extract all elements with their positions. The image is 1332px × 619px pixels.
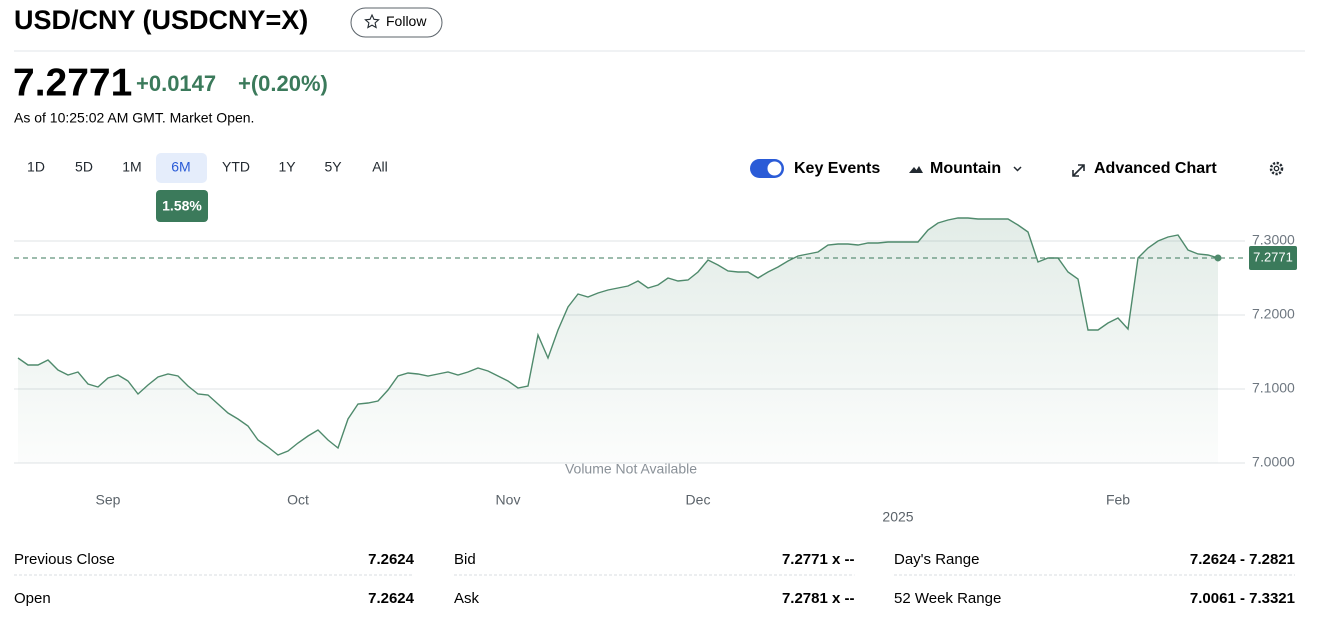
follow-label[interactable]: Follow [386,13,427,29]
price-change: +0.0147 [136,71,216,96]
stat-label: 52 Week Range [894,590,1001,607]
chart-type-select[interactable]: Mountain [930,160,1001,177]
area-fill [18,218,1218,463]
chart-annotation: Volume Not Available [565,461,697,477]
x-tick-label: Sep [96,492,121,508]
range-tab[interactable]: 6M [171,159,190,175]
page-title: USD/CNY (USDCNY=X) [14,5,308,35]
range-tab[interactable]: 1Y [278,159,296,175]
stat-label: Day's Range [894,551,979,568]
advanced-chart-link[interactable]: Advanced Chart [1094,160,1217,177]
range-change: 1.58% [162,198,202,214]
range-tab[interactable]: YTD [222,159,250,175]
key-events-label[interactable]: Key Events [794,160,880,177]
stat-value: 7.2771 x -- [782,551,855,568]
stat-label: Bid [454,551,476,568]
current-price-label: 7.2771 [1253,249,1293,264]
current-price-badge [1249,245,1297,270]
stat-value: 7.2781 x -- [782,590,855,607]
follow-button[interactable]: Follow [350,7,443,38]
stat-value: 7.2624 - 7.2821 [1190,551,1295,568]
advanced-chart-icon[interactable] [1072,164,1085,177]
as-of: As of 10:25:02 AM GMT. Market Open. [14,110,254,126]
dropdown-caret[interactable] [1013,166,1022,172]
range-tab[interactable]: 5D [75,159,93,175]
y-tick-label: 7.3000 [1252,232,1295,248]
price-line [17,217,1219,456]
stat-value: 7.2624 [368,590,415,607]
stat-label: Ask [454,590,480,607]
x-tick-label: Feb [1106,492,1130,508]
stat-value: 7.2624 [368,551,415,568]
range-tab[interactable]: 5Y [324,159,342,175]
range-change-badge [156,190,208,222]
range-tab[interactable]: 1M [122,159,141,175]
last-point [1214,254,1222,262]
x-tick-label: Oct [287,492,309,508]
x-tick-label: Dec [686,492,711,508]
settings-button[interactable] [1269,161,1284,176]
x-tick-label: Nov [496,492,521,508]
y-tick-label: 7.2000 [1252,306,1295,322]
mountain-icon[interactable] [909,166,923,173]
range-tab[interactable]: All [372,159,388,175]
x-year-label: 2025 [882,509,913,525]
y-tick-label: 7.0000 [1252,454,1295,470]
key-events-toggle[interactable] [750,159,784,178]
price: 7.2771 [13,61,132,104]
price-change-percent: +(0.20%) [238,71,328,96]
range-tab[interactable]: 1D [27,159,45,175]
y-tick-label: 7.1000 [1252,380,1295,396]
stat-label: Previous Close [14,551,115,568]
stat-label: Open [14,590,51,607]
selected-tab-bg[interactable] [156,153,207,183]
stat-value: 7.0061 - 7.3321 [1190,590,1295,607]
